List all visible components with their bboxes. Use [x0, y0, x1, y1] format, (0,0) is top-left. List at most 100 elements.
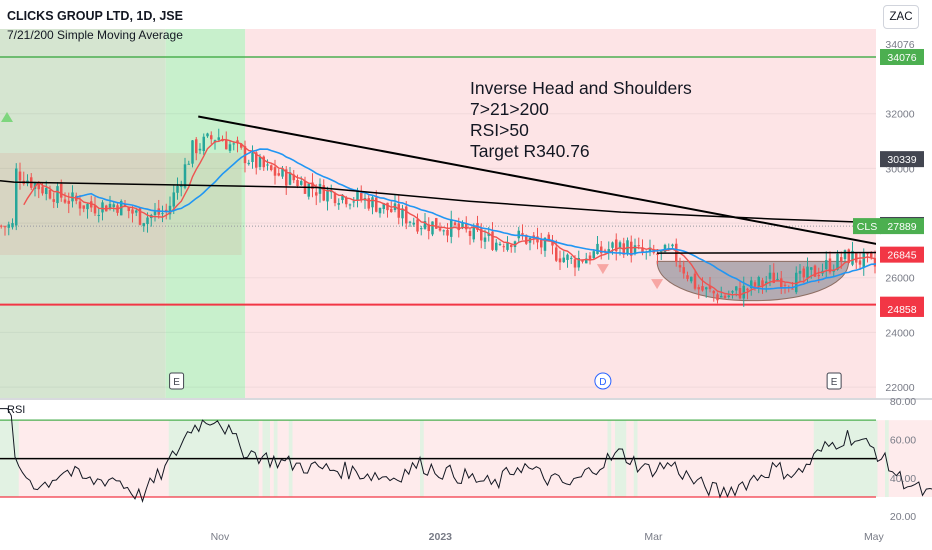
candle-body	[813, 265, 817, 277]
price-label-text: 24858	[887, 304, 916, 316]
candle-body	[712, 290, 715, 294]
candle-body	[180, 185, 183, 187]
candle-body	[416, 219, 419, 232]
candle-body	[566, 254, 569, 260]
candle-body	[480, 228, 483, 241]
price-label-box	[880, 48, 924, 65]
candle-body	[135, 210, 138, 213]
candle-body	[720, 295, 723, 298]
candle-body	[146, 217, 149, 224]
price-tag-text: CLS	[857, 221, 877, 233]
rsi-line	[0, 408, 932, 504]
currency-button[interactable]: ZAC	[883, 5, 919, 29]
rsi-axis-label: 60.00	[890, 434, 916, 446]
candle-body	[855, 252, 858, 263]
candle-body	[656, 253, 659, 256]
candle-body	[615, 239, 618, 252]
price-label-text: 27889	[887, 221, 916, 233]
candle-body	[555, 247, 558, 261]
candle-body	[468, 231, 472, 236]
candle-body	[543, 237, 547, 251]
candle-body	[802, 268, 805, 278]
event-marker-label: E	[173, 377, 180, 388]
annotation-line: Target R340.76	[470, 141, 590, 161]
candle-body	[858, 260, 862, 265]
candle-body	[131, 209, 134, 214]
candle-body	[37, 184, 40, 190]
earnings-marker	[169, 372, 185, 390]
candle-body	[307, 183, 310, 197]
candle-body	[761, 280, 764, 286]
price-axis-label: 26000	[885, 273, 914, 285]
candle-body	[705, 287, 708, 290]
candle-body	[228, 144, 232, 151]
candle-body	[517, 230, 520, 239]
candle-body	[862, 253, 865, 268]
candle-body	[607, 249, 610, 253]
candle-body	[757, 277, 760, 286]
pivot-marker	[596, 264, 609, 275]
price-label-box	[880, 300, 924, 317]
candle-body	[592, 251, 595, 259]
price-label-box	[880, 246, 924, 263]
candle-body	[431, 221, 434, 235]
candle-body	[217, 137, 220, 140]
candle-body	[195, 139, 198, 154]
earnings-marker	[826, 372, 842, 390]
price-tag-chip	[853, 218, 881, 235]
candle-body	[112, 204, 115, 207]
candle-body	[45, 188, 48, 195]
candle-body	[783, 284, 787, 286]
candle-body	[93, 205, 97, 214]
candle-body	[547, 234, 550, 240]
candle-body	[386, 202, 389, 211]
price-axis-label: 22000	[885, 382, 914, 394]
candle-body	[487, 233, 490, 236]
candle-body	[63, 199, 67, 203]
candle-body	[333, 192, 337, 204]
price-label-box	[880, 151, 924, 168]
indicator-legend[interactable]: 7/21/200 Simple Moving Average	[7, 28, 183, 42]
candle-body	[536, 236, 539, 243]
candle-body	[360, 192, 363, 201]
price-axis	[876, 0, 932, 550]
sma-200-line	[0, 179, 932, 226]
annotation-line: RSI>50	[470, 120, 529, 140]
price-label-text: 30339	[887, 154, 916, 166]
candle-body	[78, 201, 82, 209]
candle-body	[765, 281, 768, 284]
candle-body	[866, 253, 869, 255]
candle-body	[693, 273, 697, 289]
candle-body	[851, 250, 854, 265]
candle-body	[371, 197, 374, 208]
candle-body	[127, 206, 130, 212]
candle-body	[472, 226, 475, 240]
candle-body	[551, 241, 554, 246]
candle-body	[210, 135, 213, 140]
candle-body	[123, 203, 127, 207]
candle-body	[457, 223, 460, 231]
candle-body	[491, 231, 494, 250]
candle-body	[525, 234, 528, 244]
candle-body	[296, 180, 299, 187]
candle-body	[596, 243, 599, 254]
candle-body	[558, 258, 562, 263]
candle-body	[738, 288, 742, 299]
candle-body	[67, 200, 70, 204]
candle-body	[138, 207, 142, 225]
candle-body	[225, 139, 228, 150]
candle-body	[442, 230, 445, 232]
candle-body	[637, 245, 640, 247]
candle-body	[663, 244, 667, 253]
candle-body	[142, 223, 145, 227]
candle-body	[352, 201, 355, 203]
candle-body	[198, 148, 202, 151]
rsi-axis-label: 40.00	[890, 473, 916, 485]
candle-body	[843, 250, 847, 260]
candle-body	[521, 233, 524, 235]
candle-body	[753, 282, 757, 287]
time-axis-label: 2023	[429, 531, 453, 543]
time-axis-label: May	[864, 531, 885, 543]
candle-body	[570, 257, 573, 259]
